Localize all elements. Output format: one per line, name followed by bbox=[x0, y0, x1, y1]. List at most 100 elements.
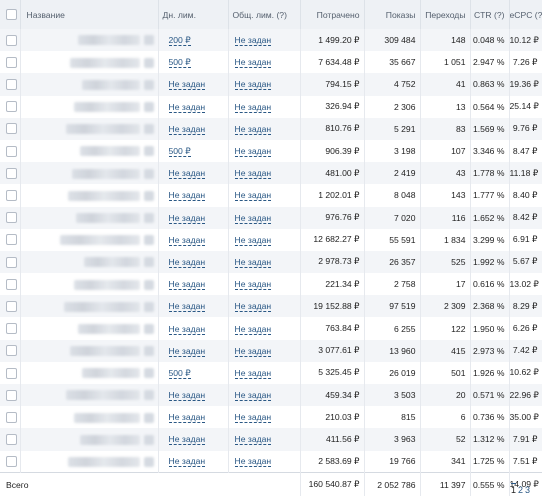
limit-value-link[interactable]: Не задан bbox=[234, 168, 272, 180]
row-checkbox[interactable] bbox=[0, 29, 21, 52]
day-limit-link[interactable]: Не задан bbox=[158, 273, 229, 296]
total-limit-link[interactable]: Не задан bbox=[228, 117, 301, 140]
day-limit-link[interactable]: 500 ₽ bbox=[158, 139, 229, 163]
row-checkbox[interactable] bbox=[0, 384, 21, 407]
col-header-ctr[interactable]: CTR (?) bbox=[470, 0, 510, 29]
row-checkbox[interactable] bbox=[0, 339, 21, 362]
col-header-views[interactable]: Показы bbox=[364, 0, 421, 29]
day-limit-link[interactable]: Не задан bbox=[158, 295, 229, 318]
checkbox-icon[interactable] bbox=[6, 212, 17, 224]
campaign-name[interactable] bbox=[20, 450, 159, 473]
table-row[interactable]: 500 ₽ Не задан 7 634.48 ₽35 667 1 051 2.947 … bbox=[0, 51, 542, 74]
table-row[interactable]: Не задан Не задан 326.94 ₽2 306 13 0.564 % 25… bbox=[0, 95, 542, 118]
row-checkbox[interactable] bbox=[0, 450, 21, 473]
total-limit-link[interactable]: Не задан bbox=[228, 273, 301, 296]
limit-value-link[interactable]: Не задан bbox=[234, 190, 272, 202]
row-checkbox[interactable] bbox=[0, 73, 21, 96]
campaign-name[interactable] bbox=[20, 228, 159, 251]
campaign-name[interactable] bbox=[20, 51, 159, 74]
limit-value-link[interactable]: Не задан bbox=[168, 101, 206, 113]
campaign-name[interactable] bbox=[20, 206, 159, 229]
checkbox-icon[interactable] bbox=[6, 300, 17, 312]
limit-value-link[interactable]: Не задан bbox=[234, 390, 272, 402]
total-limit-link[interactable]: Не задан bbox=[228, 339, 301, 362]
limit-value-link[interactable]: Не задан bbox=[168, 345, 206, 357]
total-limit-link[interactable]: Не задан bbox=[228, 95, 301, 118]
row-checkbox[interactable] bbox=[0, 139, 21, 163]
campaign-name[interactable] bbox=[20, 317, 159, 340]
row-checkbox[interactable] bbox=[0, 184, 21, 207]
row-checkbox[interactable] bbox=[0, 250, 21, 274]
limit-value-link[interactable]: Не задан bbox=[234, 367, 272, 379]
campaign-name[interactable] bbox=[20, 29, 159, 52]
row-checkbox[interactable] bbox=[0, 428, 21, 451]
limit-value-link[interactable]: Не задан bbox=[168, 434, 206, 446]
day-limit-link[interactable]: Не задан bbox=[158, 95, 229, 118]
checkbox-icon[interactable] bbox=[6, 278, 17, 290]
total-limit-link[interactable]: Не задан bbox=[228, 51, 301, 74]
checkbox-icon[interactable] bbox=[6, 434, 17, 446]
total-limit-link[interactable]: Не задан bbox=[228, 384, 301, 407]
day-limit-link[interactable]: Не задан bbox=[158, 117, 229, 140]
total-limit-link[interactable]: Не задан bbox=[228, 428, 301, 451]
checkbox-icon[interactable] bbox=[6, 456, 17, 468]
day-limit-link[interactable]: 500 ₽ bbox=[158, 51, 229, 74]
campaign-name[interactable] bbox=[20, 339, 159, 362]
table-row[interactable]: Не задан Не задан 221.34 ₽2 758 17 0.616 % 13… bbox=[0, 273, 542, 296]
table-row[interactable]: Не задан Не задан 411.56 ₽3 963 52 1.312 % 7.… bbox=[0, 428, 542, 451]
limit-value-link[interactable]: Не задан bbox=[168, 212, 206, 224]
campaign-name[interactable] bbox=[20, 139, 159, 163]
total-limit-link[interactable]: Не задан bbox=[228, 450, 301, 473]
limit-value-link[interactable]: 500 ₽ bbox=[168, 367, 191, 379]
limit-value-link[interactable]: Не задан bbox=[168, 412, 206, 424]
campaign-name[interactable] bbox=[20, 428, 159, 451]
limit-value-link[interactable]: Не задан bbox=[168, 123, 206, 135]
limit-value-link[interactable]: Не задан bbox=[234, 234, 272, 246]
day-limit-link[interactable]: Не задан bbox=[158, 250, 229, 274]
total-limit-link[interactable]: Не задан bbox=[228, 184, 301, 207]
limit-value-link[interactable]: Не задан bbox=[234, 256, 272, 268]
table-row[interactable]: Не задан Не задан 2 583.69 ₽19 766 341 1.725… bbox=[0, 450, 542, 473]
checkbox-icon[interactable] bbox=[6, 190, 17, 202]
day-limit-link[interactable]: 500 ₽ bbox=[158, 361, 229, 384]
table-row[interactable]: Не задан Не задан 763.84 ₽6 255 122 1.950 % 6… bbox=[0, 317, 542, 340]
table-row[interactable]: Не задан Не задан 976.76 ₽7 020 116 1.652 % 8… bbox=[0, 206, 542, 229]
row-checkbox[interactable] bbox=[0, 317, 21, 340]
campaign-name[interactable] bbox=[20, 73, 159, 96]
page-link-3[interactable]: 3 bbox=[524, 485, 530, 495]
row-checkbox[interactable] bbox=[0, 228, 21, 251]
checkbox-icon[interactable] bbox=[6, 411, 17, 423]
limit-value-link[interactable]: Не задан bbox=[168, 234, 206, 246]
campaign-name[interactable] bbox=[20, 273, 159, 296]
total-limit-link[interactable]: Не задан bbox=[228, 317, 301, 340]
day-limit-link[interactable]: Не задан bbox=[158, 73, 229, 96]
row-checkbox[interactable] bbox=[0, 361, 21, 384]
table-row[interactable]: Не задан Не задан 19 152.88 ₽97 519 2 309 2.… bbox=[0, 295, 542, 318]
campaign-name[interactable] bbox=[20, 295, 159, 318]
limit-value-link[interactable]: Не задан bbox=[234, 434, 272, 446]
table-row[interactable]: Не задан Не задан 459.34 ₽3 503 20 0.571 % 22… bbox=[0, 384, 542, 407]
total-limit-link[interactable]: Не задан bbox=[228, 29, 301, 52]
checkbox-icon[interactable] bbox=[6, 56, 17, 68]
table-row[interactable]: Не задан Не задан 481.00 ₽2 419 43 1.778 % 11… bbox=[0, 162, 542, 185]
total-limit-link[interactable]: Не задан bbox=[228, 206, 301, 229]
checkbox-icon[interactable] bbox=[6, 34, 17, 46]
limit-value-link[interactable]: Не задан bbox=[234, 212, 272, 224]
table-row[interactable]: Не задан Не задан 794.15 ₽4 752 41 0.863 % 19… bbox=[0, 73, 542, 96]
col-header-spent[interactable]: Потрачено bbox=[300, 0, 365, 29]
limit-value-link[interactable]: Не задан bbox=[168, 190, 206, 202]
limit-value-link[interactable]: Не задан bbox=[168, 256, 206, 268]
day-limit-link[interactable]: Не задан bbox=[158, 450, 229, 473]
day-limit-link[interactable]: Не задан bbox=[158, 406, 229, 429]
limit-value-link[interactable]: Не задан bbox=[234, 123, 272, 135]
limit-value-link[interactable]: Не задан bbox=[234, 456, 272, 468]
limit-value-link[interactable]: Не задан bbox=[234, 79, 272, 91]
row-checkbox[interactable] bbox=[0, 295, 21, 318]
day-limit-link[interactable]: Не задан bbox=[158, 428, 229, 451]
checkbox-icon[interactable] bbox=[6, 389, 17, 401]
checkbox-icon[interactable] bbox=[6, 123, 17, 135]
row-checkbox[interactable] bbox=[0, 162, 21, 185]
row-checkbox[interactable] bbox=[0, 51, 21, 74]
day-limit-link[interactable]: Не задан bbox=[158, 162, 229, 185]
checkbox-icon[interactable] bbox=[6, 234, 17, 246]
